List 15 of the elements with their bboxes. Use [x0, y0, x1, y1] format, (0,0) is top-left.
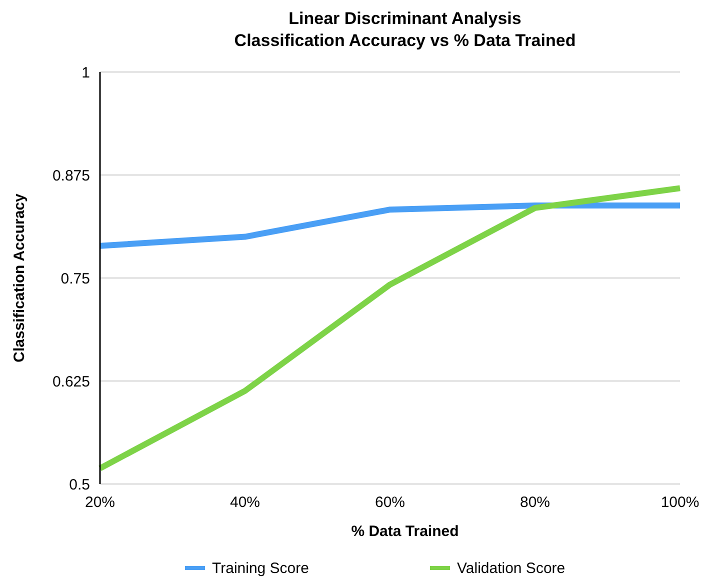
x-tick-label: 40%	[230, 494, 260, 511]
x-tick-label: 60%	[374, 494, 406, 511]
x-tick-label: 80%	[520, 494, 550, 511]
x-tick-label: 20%	[84, 494, 116, 511]
x-tick-label: 100%	[660, 494, 700, 511]
x-axis-title: % Data Trained	[351, 523, 459, 540]
y-axis-title: Classification Accuracy	[11, 193, 28, 362]
y-tick-label: 0.875	[52, 167, 90, 184]
y-tick-label: 0.625	[52, 373, 90, 390]
y-tick-label: 0.75	[60, 270, 90, 288]
y-tick-label: 1	[82, 64, 90, 82]
chart-title: Linear Discriminant Analysis Classification Accuracy vs % Data Trained	[234, 9, 576, 50]
legend-label: Validation Score	[457, 560, 566, 577]
y-tick-label: 0.5	[69, 476, 90, 494]
legend-label: Training Score	[212, 560, 309, 577]
